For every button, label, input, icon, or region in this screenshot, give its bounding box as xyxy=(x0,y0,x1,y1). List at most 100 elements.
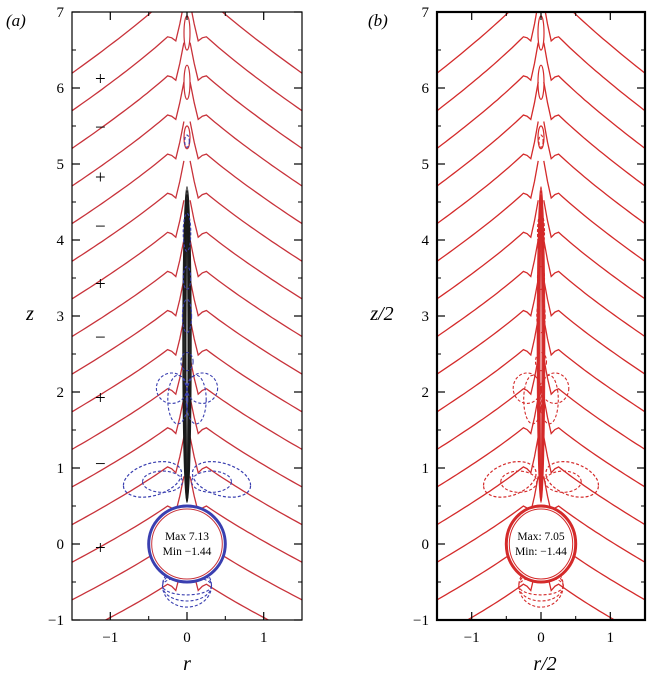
negative-lobe xyxy=(141,470,183,493)
x-tick-label: 0 xyxy=(183,630,191,646)
negative-lobe xyxy=(184,134,190,148)
contour-line xyxy=(437,12,538,112)
contour-line xyxy=(189,555,270,620)
sphere xyxy=(504,504,578,584)
y-tick-label: −1 xyxy=(48,613,64,629)
contour-line xyxy=(189,121,302,225)
contour-line xyxy=(189,357,302,451)
y-tick-label: 6 xyxy=(57,81,65,97)
contour-line xyxy=(437,436,539,526)
contour-line xyxy=(189,397,302,488)
contour-line xyxy=(437,397,539,488)
x-tick-label: 1 xyxy=(260,630,268,646)
contour-line xyxy=(189,239,302,338)
contour-line xyxy=(189,42,302,150)
sign-label: + xyxy=(95,538,106,559)
contour-line xyxy=(189,279,302,375)
negative-lobe xyxy=(534,351,548,372)
negative-lobe xyxy=(181,298,193,334)
contour-line xyxy=(437,357,539,451)
contour-line xyxy=(104,555,185,620)
y-tick-label: 1 xyxy=(422,461,430,477)
contour-line xyxy=(466,555,539,620)
min-annotation: Min −1.44 xyxy=(163,546,212,558)
contour-line xyxy=(72,81,185,187)
sphere-inner xyxy=(151,508,223,580)
negative-lobe xyxy=(536,298,546,334)
contour-line xyxy=(543,357,645,451)
sign-label: − xyxy=(95,118,106,139)
contour-line xyxy=(437,42,539,150)
contour-line xyxy=(189,436,302,526)
panel-label: (b) xyxy=(368,11,388,30)
contour-line xyxy=(72,357,185,451)
sign-label: − xyxy=(95,216,106,237)
y-tick-label: 3 xyxy=(57,309,65,325)
contour-line xyxy=(189,200,302,300)
contour-line xyxy=(72,436,185,526)
negative-lobe xyxy=(544,470,582,493)
y-tick-label: 5 xyxy=(422,157,430,173)
min-annotation: Min: −1.44 xyxy=(515,546,567,558)
wake-filament xyxy=(183,125,191,150)
contour-line xyxy=(437,12,510,75)
wake-filament xyxy=(537,15,545,51)
x-tick-label: 1 xyxy=(607,630,615,646)
plot-area xyxy=(437,12,645,620)
wake-filament xyxy=(183,64,191,101)
contour-line xyxy=(437,160,539,263)
negative-lobe xyxy=(536,266,546,290)
contour-line xyxy=(189,476,302,563)
x-tick-label: −1 xyxy=(102,630,118,646)
negative-lobe xyxy=(523,374,543,425)
contour-line xyxy=(72,239,185,338)
sign-label: − xyxy=(95,454,106,475)
negative-lobe xyxy=(191,460,252,498)
negative-lobe xyxy=(482,460,537,498)
y-tick-label: 4 xyxy=(422,233,430,249)
sphere xyxy=(147,504,227,584)
contour-line xyxy=(72,12,153,74)
contour-line xyxy=(191,12,302,112)
contour-line xyxy=(543,160,645,263)
contour-line xyxy=(72,42,185,150)
contour-line xyxy=(543,397,645,488)
contour-line xyxy=(543,318,645,413)
y-axis-label: z xyxy=(25,303,34,325)
negative-lobe xyxy=(180,351,194,372)
y-tick-label: 5 xyxy=(57,157,65,173)
wake-filament xyxy=(537,64,545,101)
contour-line xyxy=(221,12,302,74)
x-tick-label: −1 xyxy=(464,630,480,646)
y-tick-label: 6 xyxy=(422,81,430,97)
max-annotation: Max: 7.05 xyxy=(517,531,565,543)
wake-filament xyxy=(183,15,191,51)
y-tick-label: 4 xyxy=(57,233,65,249)
x-tick-label: 0 xyxy=(537,630,545,646)
contour-line xyxy=(437,239,539,338)
negative-lobe xyxy=(539,374,559,425)
y-tick-label: 7 xyxy=(422,5,430,21)
panel-b: Max: 7.05 Min: −1.44 −1 0 1 2 3 4 5 6 7 −1 0 1 r/2 z/2 (… xyxy=(368,5,647,675)
contour-line xyxy=(543,555,616,620)
contour-line xyxy=(543,476,645,563)
sign-label: − xyxy=(95,327,106,348)
negative-lobe xyxy=(182,212,192,252)
contour-line xyxy=(437,81,539,187)
contour-line xyxy=(543,279,645,375)
negative-lobe xyxy=(122,460,183,498)
contour-line xyxy=(543,81,645,187)
sign-label: + xyxy=(95,168,106,189)
x-axis-label: r xyxy=(183,653,191,675)
contour-line xyxy=(72,12,183,112)
contour-line xyxy=(544,12,645,112)
negative-lobe xyxy=(167,374,189,425)
negative-lobe xyxy=(185,374,207,425)
contour-line xyxy=(437,318,539,413)
negative-lobe xyxy=(538,134,544,148)
panel-label: (a) xyxy=(6,11,26,30)
y-tick-label: 1 xyxy=(57,461,65,477)
plot-area xyxy=(72,12,302,620)
contour-line xyxy=(72,476,185,563)
